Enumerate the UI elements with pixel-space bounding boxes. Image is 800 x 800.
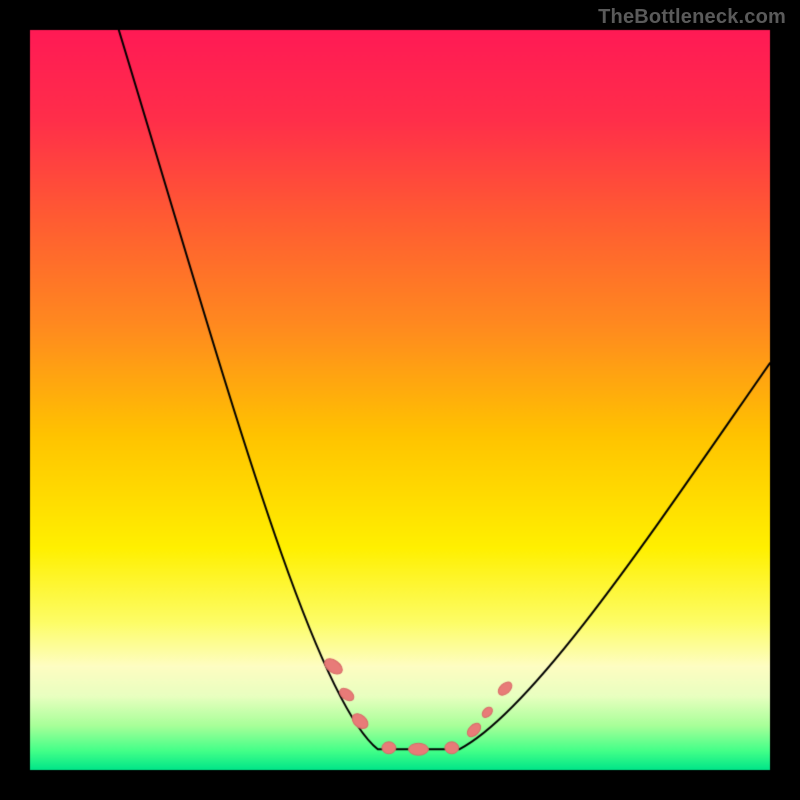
chart-container: TheBottleneck.com bbox=[0, 0, 800, 800]
bottleneck-chart bbox=[0, 0, 800, 800]
